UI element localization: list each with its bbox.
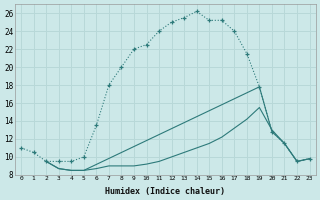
X-axis label: Humidex (Indice chaleur): Humidex (Indice chaleur) — [105, 187, 225, 196]
